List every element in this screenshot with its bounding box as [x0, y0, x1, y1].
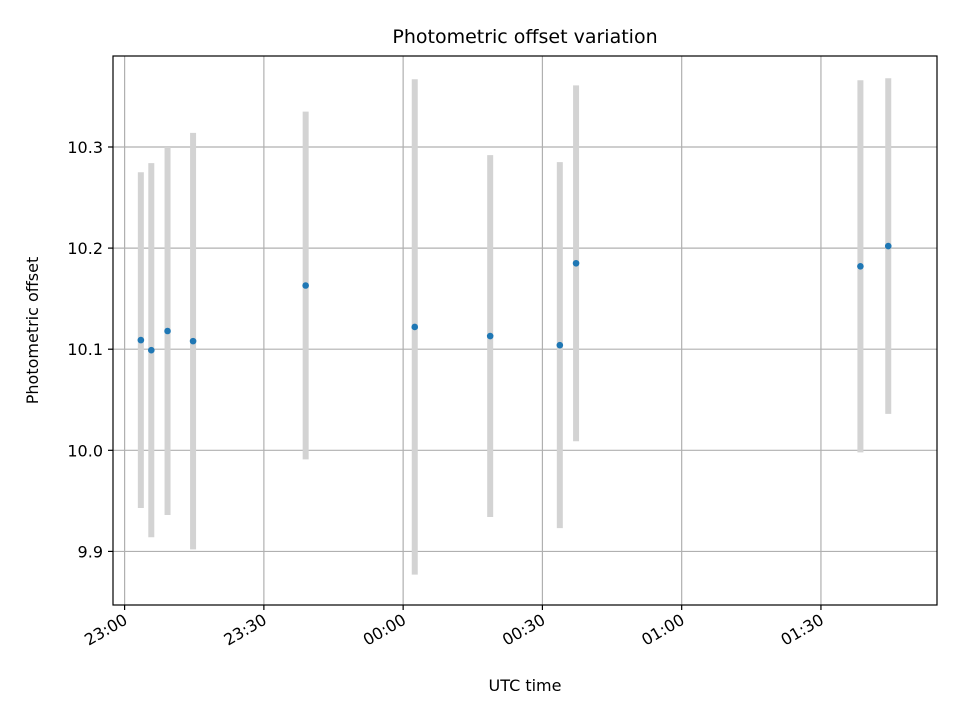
data-point	[411, 323, 419, 331]
y-tick-label: 10.2	[67, 239, 103, 258]
x-tick-label: 23:30	[220, 610, 269, 650]
x-axis-label: UTC time	[489, 676, 562, 695]
x-tick-label: 00:30	[499, 610, 548, 650]
y-axis-label: Photometric offset	[23, 257, 42, 405]
data-point	[302, 282, 309, 289]
data-point	[884, 242, 892, 250]
x-tick-label: 23:00	[81, 610, 130, 650]
x-tick-label: 00:00	[360, 610, 409, 650]
chart-title: Photometric offset variation	[392, 26, 657, 48]
y-tick-label: 10.1	[67, 340, 103, 359]
grid-layer	[113, 56, 937, 605]
data-point	[137, 336, 145, 344]
data-point	[572, 259, 580, 267]
data-point	[189, 337, 197, 345]
plot-frame	[112, 55, 938, 606]
data-point	[486, 332, 494, 340]
x-tick-label: 01:30	[778, 610, 827, 650]
x-tick-label: 01:00	[638, 610, 687, 650]
data-point	[556, 341, 564, 349]
y-tick-label: 10.0	[67, 441, 103, 460]
tick-layer: 23:00 23:30 00:00 00:30 01:00 01:30 9.9 10.0 10.…	[67, 138, 827, 650]
y-tick-label: 10.3	[67, 138, 103, 157]
data-point	[164, 327, 171, 335]
data-point	[147, 346, 155, 354]
point-layer	[137, 242, 892, 354]
errorbar-layer	[137, 78, 892, 575]
data-point	[857, 262, 864, 270]
y-tick-label: 9.9	[78, 542, 103, 561]
